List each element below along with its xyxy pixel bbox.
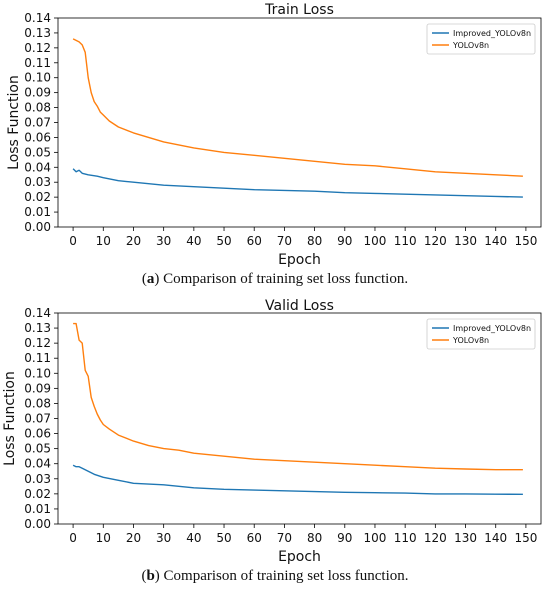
y-tick-label: 0.04 xyxy=(24,160,51,174)
y-tick-label: 0.08 xyxy=(24,396,51,410)
y-axis-label: Loss Function xyxy=(2,371,18,466)
x-tick-label: 0 xyxy=(69,531,77,545)
x-axis-label: Epoch xyxy=(278,252,321,268)
y-tick-label: 0.00 xyxy=(24,517,51,531)
x-tick-label: 150 xyxy=(514,531,537,545)
y-tick-label: 0.12 xyxy=(24,336,51,350)
y-tick-label: 0.04 xyxy=(24,457,51,471)
x-tick-label: 110 xyxy=(394,234,417,248)
x-tick-label: 40 xyxy=(186,234,201,248)
x-tick-label: 60 xyxy=(247,531,262,545)
x-tick-label: 130 xyxy=(454,234,477,248)
x-tick-label: 100 xyxy=(364,234,387,248)
y-tick-label: 0.05 xyxy=(24,442,51,456)
y-tick-label: 0.01 xyxy=(24,502,51,516)
x-tick-label: 90 xyxy=(337,234,352,248)
x-tick-label: 90 xyxy=(337,531,352,545)
legend-box xyxy=(426,23,536,55)
train-loss-chart: Train Loss0.000.010.020.030.040.050.060.… xyxy=(6,2,542,268)
x-tick-label: 30 xyxy=(156,234,171,248)
series-line-yolov8n xyxy=(73,322,523,471)
y-tick-label: 0.12 xyxy=(24,41,51,55)
chart-title: Valid Loss xyxy=(265,298,334,314)
x-tick-label: 40 xyxy=(186,531,201,545)
x-tick-label: 50 xyxy=(216,234,231,248)
y-tick-label: 0.03 xyxy=(24,472,51,486)
x-tick-label: 0 xyxy=(69,234,77,248)
y-tick-label: 0.13 xyxy=(24,321,51,335)
y-axis-label: Loss Function xyxy=(6,75,22,170)
x-tick-label: 50 xyxy=(216,531,231,545)
y-tick-label: 0.02 xyxy=(24,190,51,204)
caption-a-label: a xyxy=(146,271,155,287)
x-tick-label: 30 xyxy=(156,531,171,545)
x-tick-label: 80 xyxy=(307,531,322,545)
y-tick-label: 0.01 xyxy=(24,205,51,219)
x-tick-label: 130 xyxy=(454,531,477,545)
y-tick-label: 0.10 xyxy=(24,71,51,85)
x-tick-label: 110 xyxy=(394,531,417,545)
series-line-improved-yolov8n xyxy=(72,464,523,495)
y-tick-label: 0.10 xyxy=(24,366,51,380)
caption-a-text: Comparison of training set loss function… xyxy=(159,271,409,287)
x-tick-label: 150 xyxy=(514,234,537,248)
x-tick-label: 10 xyxy=(96,234,111,248)
x-tick-label: 70 xyxy=(277,531,292,545)
caption-a: (a) Comparison of training set loss func… xyxy=(141,271,409,287)
y-tick-label: 0.03 xyxy=(24,175,51,189)
y-tick-label: 0.09 xyxy=(24,381,51,395)
y-tick-label: 0.07 xyxy=(24,116,51,130)
x-tick-label: 120 xyxy=(424,531,447,545)
legend-box xyxy=(426,318,536,350)
legend-label: YOLOv8n xyxy=(452,336,489,345)
x-tick-label: 140 xyxy=(484,234,507,248)
x-tick-label: 80 xyxy=(307,234,322,248)
x-tick-label: 120 xyxy=(424,234,447,248)
y-tick-label: 0.09 xyxy=(24,86,51,100)
x-tick-label: 20 xyxy=(126,531,141,545)
y-tick-label: 0.06 xyxy=(24,130,51,144)
x-tick-label: 70 xyxy=(277,234,292,248)
y-tick-label: 0.11 xyxy=(24,56,51,70)
caption-b: (b) Comparison of training set loss func… xyxy=(141,568,409,584)
x-tick-label: 60 xyxy=(247,234,262,248)
chart-panel-valid-loss: Valid Loss 0.00 0.01 0.02 0.03 0.04 0.05 0.06 0.… xyxy=(0,297,550,594)
valid-loss-chart: Valid Loss0.000.010.020.030.040.050.060.… xyxy=(2,298,542,565)
y-tick-label: 0.06 xyxy=(24,427,51,441)
series-line-yolov8n xyxy=(72,38,523,177)
x-tick-label: 20 xyxy=(126,234,141,248)
y-tick-label: 0.02 xyxy=(24,487,51,501)
y-tick-label: 0.00 xyxy=(24,220,51,234)
y-tick-label: 0.11 xyxy=(24,351,51,365)
x-tick-label: 10 xyxy=(96,531,111,545)
x-axis-label: Epoch xyxy=(278,549,321,565)
y-tick-label: 0.05 xyxy=(24,145,51,159)
y-tick-label: 0.14 xyxy=(24,11,51,25)
y-tick-label: 0.14 xyxy=(24,306,51,320)
y-tick-label: 0.07 xyxy=(24,412,51,426)
x-tick-label: 140 xyxy=(484,531,507,545)
chart-title: Train Loss xyxy=(264,2,334,18)
caption-b-text: Comparison of training set loss function… xyxy=(159,568,409,584)
chart-panel-train-loss: Train Loss 0.00 0.01 0.02 0.03 0.04 0.05 0.06 0.… xyxy=(6,2,542,287)
legend-label: Improved_YOLOv8n xyxy=(453,29,531,38)
legend-label: Improved_YOLOv8n xyxy=(453,324,531,333)
y-tick-label: 0.08 xyxy=(24,101,51,115)
x-tick-label: 100 xyxy=(364,531,387,545)
caption-b-label: b xyxy=(146,568,155,584)
series-line-improved-yolov8n xyxy=(72,168,523,198)
legend-label: YOLOv8n xyxy=(452,41,489,50)
y-tick-label: 0.13 xyxy=(24,26,51,40)
